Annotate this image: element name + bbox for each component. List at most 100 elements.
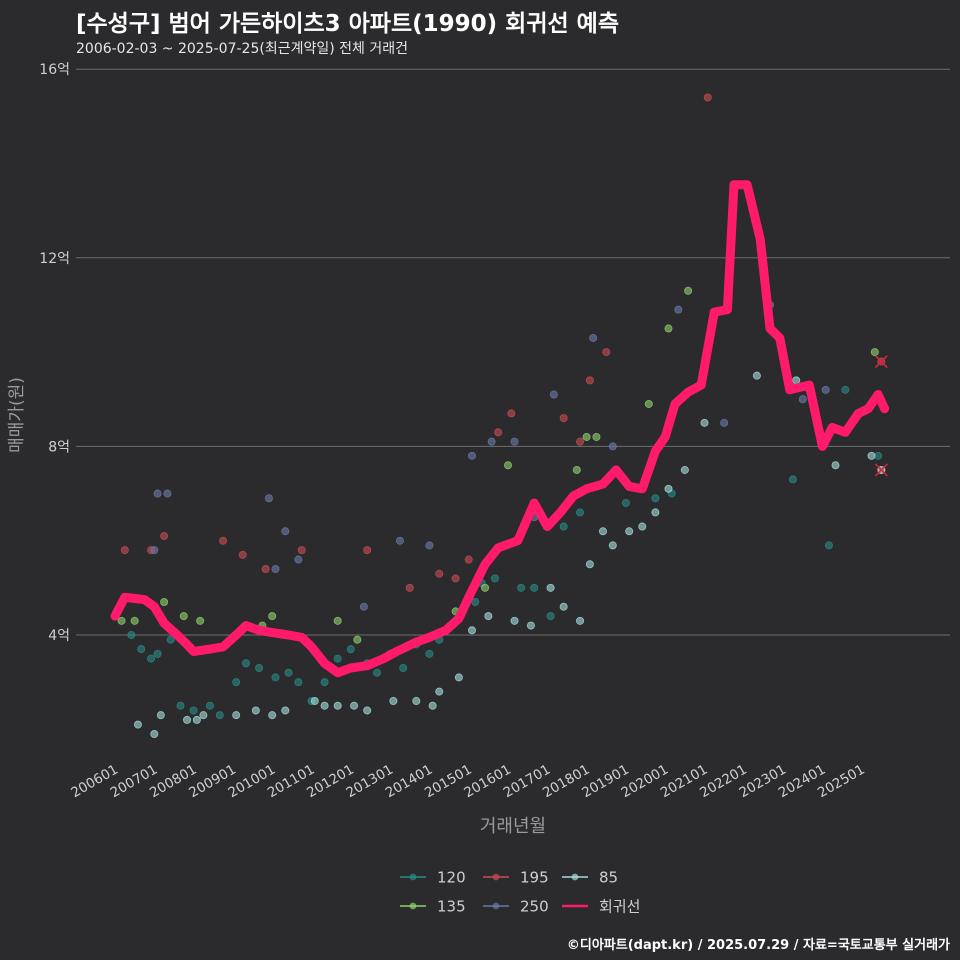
data-point-85 [435, 687, 444, 696]
data-point-250 [281, 527, 290, 536]
data-point-85 [752, 371, 761, 380]
data-point-195 [451, 574, 460, 583]
data-point-250 [821, 385, 830, 394]
data-point-135 [160, 597, 169, 606]
x-tick-labels: 2006012007012008012009012010012011012012… [68, 762, 867, 802]
legend-swatch-point [492, 873, 500, 881]
data-point-85 [268, 711, 277, 720]
data-point-85 [133, 720, 142, 729]
regression-line-layer [110, 180, 890, 678]
data-point-85 [700, 418, 709, 427]
data-point-120 [284, 668, 293, 677]
grid-lines [76, 68, 950, 636]
data-point-195 [435, 569, 444, 578]
data-point-120 [788, 475, 797, 484]
data-point-195 [576, 437, 585, 446]
data-point-85 [281, 706, 290, 715]
data-point-85 [608, 541, 617, 550]
data-point-250 [720, 418, 729, 427]
data-point-85 [546, 583, 555, 592]
data-point-120 [546, 612, 555, 621]
data-point-120 [559, 522, 568, 531]
legend-label: 120 [437, 869, 466, 887]
regression-line [110, 180, 890, 678]
data-point-120 [399, 664, 408, 673]
data-point-85 [428, 701, 437, 710]
data-point-85 [638, 522, 647, 531]
data-point-250 [150, 546, 159, 555]
data-point-120 [333, 654, 342, 663]
data-point-85 [310, 697, 319, 706]
data-point-85 [156, 711, 165, 720]
data-point-135 [130, 616, 139, 625]
data-point-250 [163, 489, 172, 498]
data-point-135 [333, 616, 342, 625]
data-point-120 [425, 649, 434, 658]
data-point-250 [395, 536, 404, 545]
data-point-250 [487, 437, 496, 446]
data-point-85 [526, 621, 535, 630]
legend-label: 회귀선 [599, 898, 640, 916]
data-point-120 [372, 668, 381, 677]
legend-swatch-point [571, 873, 579, 881]
data-point-195 [507, 409, 516, 418]
data-point-250 [549, 390, 558, 399]
legend-swatch-point [492, 902, 500, 910]
data-point-85 [651, 508, 660, 517]
data-point-135 [664, 324, 673, 333]
data-point-135 [481, 583, 490, 592]
legend-label: 195 [520, 869, 549, 887]
data-point-85 [232, 711, 241, 720]
data-point-85 [454, 673, 463, 682]
data-point-195 [585, 376, 594, 385]
data-point-135 [353, 635, 362, 644]
legend-label: 250 [520, 898, 549, 916]
data-point-120 [621, 498, 630, 507]
data-point-135 [117, 616, 126, 625]
data-point-120 [294, 678, 303, 687]
data-point-250 [264, 494, 273, 503]
data-point-120 [176, 701, 185, 710]
data-point-85 [625, 527, 634, 536]
data-point-120 [137, 645, 146, 654]
data-point-250 [425, 541, 434, 550]
data-point-85 [199, 711, 208, 720]
data-point-250 [798, 395, 807, 404]
data-point-135 [582, 432, 591, 441]
data-point-85 [576, 616, 585, 625]
data-point-120 [153, 649, 162, 658]
data-point-135 [592, 432, 601, 441]
data-point-250 [510, 437, 519, 446]
data-point-120 [271, 673, 280, 682]
y-tick-labels: 4억 8억 12억 16억 [39, 62, 70, 644]
data-point-195 [703, 93, 712, 102]
y-tick-label: 4억 [48, 628, 70, 644]
y-tick-label: 16억 [39, 62, 70, 78]
data-point-85 [598, 527, 607, 536]
data-point-120 [215, 711, 224, 720]
data-point-85 [585, 560, 594, 569]
data-point-85 [363, 706, 372, 715]
data-point-250 [359, 602, 368, 611]
data-point-85 [412, 697, 421, 706]
legend-swatch-point [409, 873, 417, 881]
data-point-85 [350, 701, 359, 710]
data-point-85 [192, 715, 201, 724]
data-point-135 [179, 612, 188, 621]
data-point-120 [841, 385, 850, 394]
data-point-120 [166, 635, 175, 644]
data-point-195 [120, 546, 129, 555]
data-point-120 [824, 541, 833, 550]
data-point-135 [870, 348, 879, 357]
data-point-85 [831, 461, 840, 470]
data-point-135 [196, 616, 205, 625]
data-point-120 [189, 706, 198, 715]
data-point-250 [271, 564, 280, 573]
data-point-85 [333, 701, 342, 710]
chart-subtitle: 2006-02-03 ~ 2025-07-25(최근계약일) 전체 거래건 [76, 41, 408, 57]
y-tick-label: 12억 [39, 251, 70, 267]
data-point-85 [150, 730, 159, 739]
data-point-85 [484, 612, 493, 621]
source-footer: ©디아파트(dapt.kr) / 2025.07.29 / 자료=국토교통부 실… [566, 938, 950, 953]
data-point-195 [363, 546, 372, 555]
